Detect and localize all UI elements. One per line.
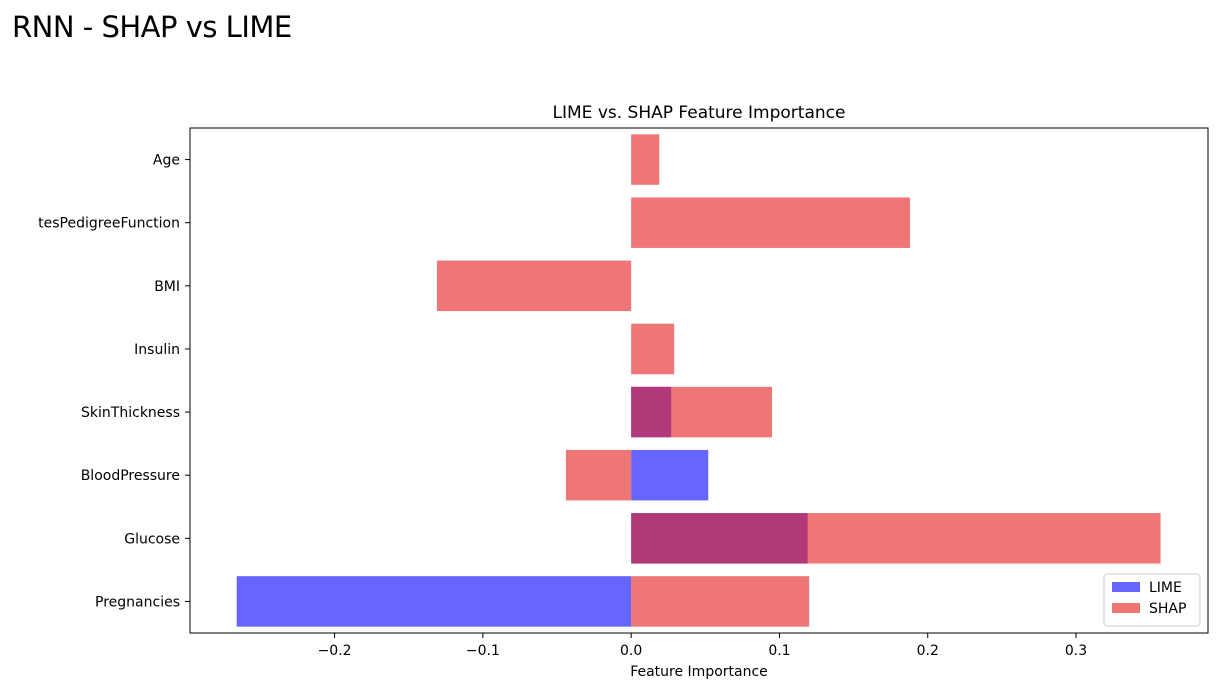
- legend-label-lime: LIME: [1149, 580, 1182, 596]
- x-tick-label: 0.3: [1065, 643, 1087, 659]
- legend-swatch-lime: [1112, 582, 1140, 592]
- y-tick-label: BMI: [154, 279, 180, 295]
- page-title: RNN - SHAP vs LIME: [12, 10, 292, 44]
- shap-bar-glucose: [631, 513, 1161, 564]
- y-tick-label: BloodPressure: [81, 468, 180, 484]
- x-tick-label: −0.2: [318, 643, 352, 659]
- shap-bar-insulin: [631, 323, 675, 375]
- x-tick-label: −0.1: [466, 643, 500, 659]
- y-tick-label: SkinThickness: [81, 405, 180, 421]
- shap-bar-skinthickness: [631, 386, 773, 438]
- plot-frame: [189, 127, 1209, 634]
- y-tick-label: Age: [153, 153, 180, 169]
- y-tick-label: tesPedigreeFunction: [38, 216, 180, 232]
- y-tick-label: Glucose: [124, 531, 180, 547]
- y-tick-label: Pregnancies: [95, 594, 180, 610]
- legend: LIME SHAP: [1103, 573, 1201, 627]
- x-ticks: −0.2 −0.1 0.0 0.1 0.2 0.3: [318, 633, 1087, 659]
- x-tick-label: 0.1: [768, 643, 790, 659]
- x-tick-label: 0.0: [620, 643, 642, 659]
- x-axis-label: Feature Importance: [630, 664, 768, 680]
- y-tick-label: Insulin: [134, 342, 180, 358]
- shap-bar-age: [631, 134, 660, 185]
- lime-bar-pregnancies: [236, 576, 632, 627]
- shap-bar-bloodpressure: [565, 449, 632, 501]
- y-ticks: Pregnancies Glucose BloodPressure SkinThick…: [38, 153, 190, 610]
- legend-swatch-shap: [1112, 603, 1140, 613]
- shap-bar-bmi: [436, 260, 632, 312]
- bars-group: [236, 134, 1161, 627]
- legend-label-shap: SHAP: [1149, 601, 1186, 617]
- shap-bar-pregnancies: [631, 576, 810, 627]
- shap-bar-tespedigreefunction: [631, 197, 910, 248]
- x-tick-label: 0.2: [917, 643, 939, 659]
- lime-bar-bloodpressure: [631, 449, 709, 501]
- chart-title: LIME vs. SHAP Feature Importance: [553, 103, 846, 123]
